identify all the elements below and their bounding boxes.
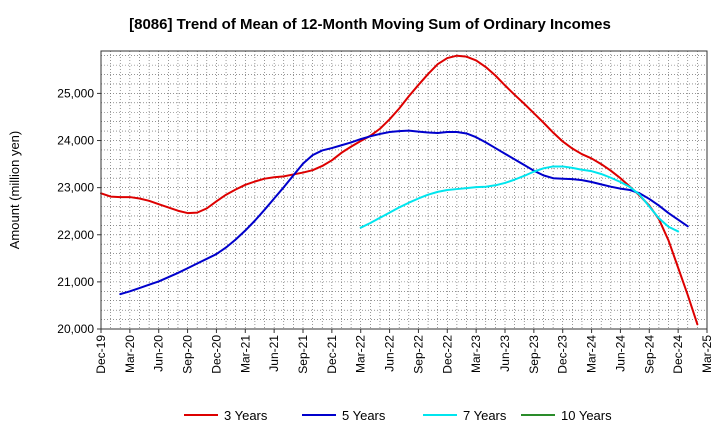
y-axis-ticks: 20,000 21,000 22,000 23,000 24,000 25,000 xyxy=(57,86,101,336)
x-tick-label: Jun-22 xyxy=(383,335,397,372)
series-lines xyxy=(100,54,699,326)
x-tick-label: Mar-25 xyxy=(700,335,714,373)
y-tick-label: 21,000 xyxy=(57,275,94,289)
x-tick-label: Jun-21 xyxy=(267,335,281,372)
x-tick-label: Mar-22 xyxy=(354,335,368,373)
y-tick-label: 20,000 xyxy=(57,322,94,336)
x-tick-label: Sep-20 xyxy=(181,335,195,374)
vertical-gridlines xyxy=(110,51,698,329)
x-axis-ticks: Dec-19 Mar-20 Jun-20 Sep-20 Dec-20 Mar-21 Jun-… xyxy=(94,329,714,374)
x-tick-label: Jun-24 xyxy=(613,335,627,372)
x-tick-label: Mar-21 xyxy=(238,335,252,373)
chart-title: [8086] Trend of Mean of 12-Month Moving … xyxy=(129,16,611,33)
x-tick-label: Mar-24 xyxy=(585,335,599,373)
plot-background xyxy=(101,51,707,329)
y-tick-label: 22,000 xyxy=(57,228,94,242)
horizontal-gridlines xyxy=(101,55,707,320)
x-tick-label: Jun-23 xyxy=(498,335,512,372)
y-tick-label: 23,000 xyxy=(57,181,94,195)
legend-label-10-years: 10 Years xyxy=(561,408,612,423)
x-tick-label: Dec-22 xyxy=(440,335,454,374)
x-tick-label: Sep-21 xyxy=(296,335,310,374)
series-line-3-years xyxy=(100,54,699,326)
x-tick-label: Dec-24 xyxy=(671,335,685,374)
series-line-5-years xyxy=(119,129,689,296)
series-line-7-years xyxy=(359,165,680,233)
x-tick-label: Jun-20 xyxy=(152,335,166,372)
x-tick-label: Dec-21 xyxy=(325,335,339,374)
x-tick-label: Mar-20 xyxy=(123,335,137,373)
x-tick-label: Sep-24 xyxy=(642,335,656,374)
x-tick-label: Dec-19 xyxy=(94,335,108,374)
plot-area xyxy=(100,50,708,330)
x-tick-label: Dec-20 xyxy=(209,335,223,374)
y-tick-label: 25,000 xyxy=(57,86,94,100)
y-tick-label: 24,000 xyxy=(57,134,94,148)
plot-frame xyxy=(100,50,708,330)
legend-label-5-years: 5 Years xyxy=(342,408,386,423)
x-tick-label: Mar-23 xyxy=(469,335,483,373)
legend-label-7-years: 7 Years xyxy=(463,408,507,423)
x-tick-label: Dec-23 xyxy=(556,335,570,374)
legend-label-3-years: 3 Years xyxy=(224,408,268,423)
x-tick-label: Sep-22 xyxy=(411,335,425,374)
y-axis-label: Amount (million yen) xyxy=(7,131,22,250)
x-tick-label: Sep-23 xyxy=(527,335,541,374)
legend: 3 Years 5 Years 7 Years 10 Years xyxy=(184,408,612,423)
